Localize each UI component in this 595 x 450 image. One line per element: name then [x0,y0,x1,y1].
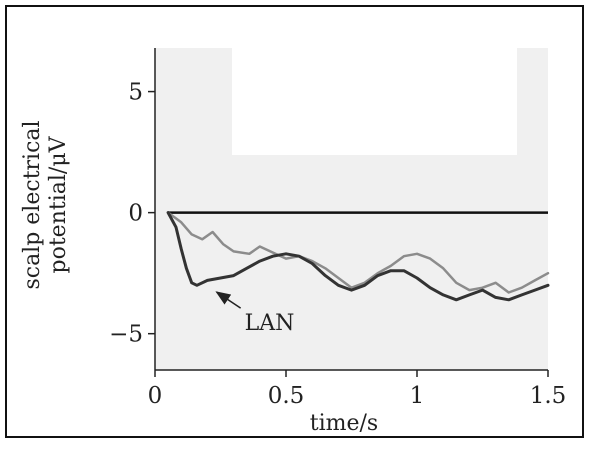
annotation-label: LAN [245,311,295,336]
x-tick-label: 1 [410,383,425,409]
y-axis-title-line2: potential/μV [46,135,71,273]
series-line-lan [166,211,550,302]
x-tick-label: 0 [148,383,163,409]
x-tick-label: 1.5 [530,383,567,409]
x-tick-label: 0.5 [268,383,305,409]
legend-mask [232,15,517,155]
y-tick-label: 5 [128,80,143,106]
series-line-gray [166,211,550,294]
x-axis-title: time/s [310,411,378,436]
y-tick-label: −5 [109,322,143,348]
annotation-arrow [215,291,242,309]
y-tick-label: 0 [128,201,143,227]
y-axis-title-line1: scalp electrical [20,120,45,289]
